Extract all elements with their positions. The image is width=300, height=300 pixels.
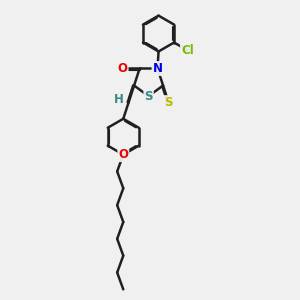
Text: S: S bbox=[164, 96, 173, 109]
Text: O: O bbox=[118, 62, 128, 75]
Text: Cl: Cl bbox=[181, 44, 194, 57]
Text: O: O bbox=[118, 148, 128, 161]
Text: N: N bbox=[152, 62, 163, 75]
Text: H: H bbox=[114, 93, 124, 106]
Text: S: S bbox=[144, 90, 153, 103]
